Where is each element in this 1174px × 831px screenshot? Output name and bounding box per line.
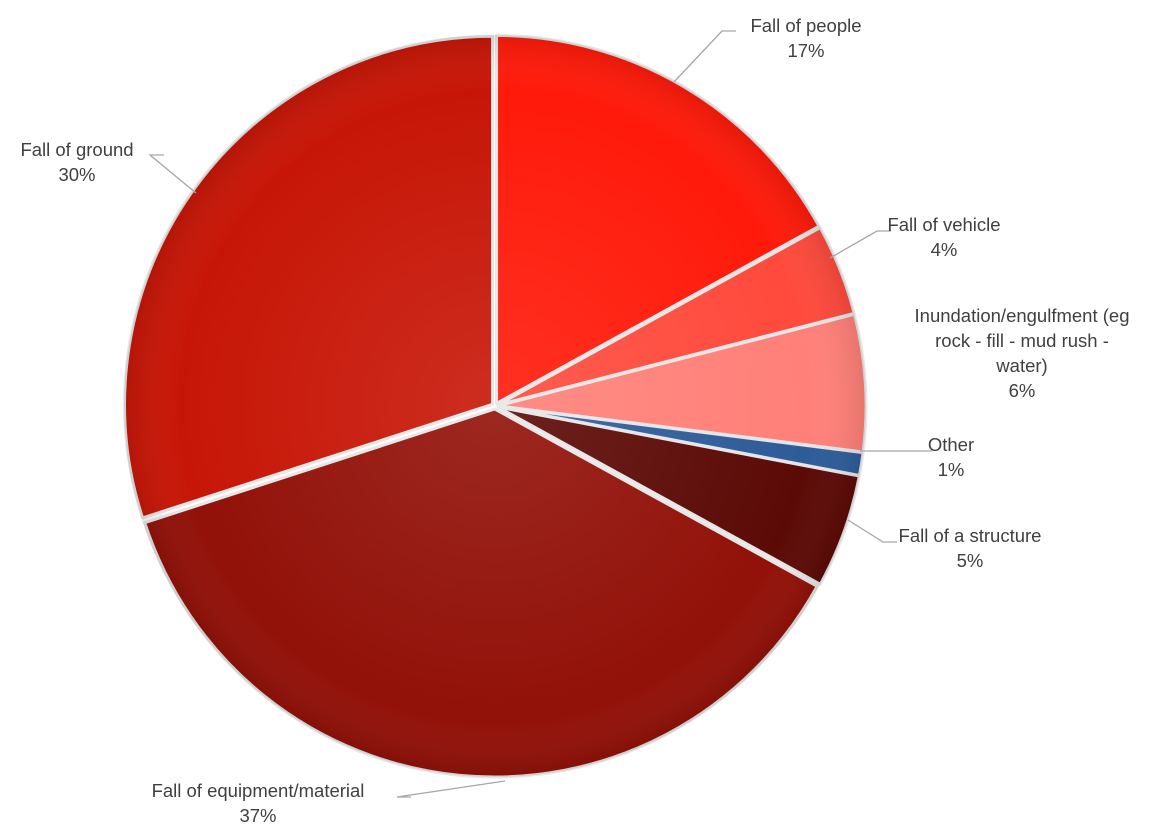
data-label-category: Fall of equipment/material [152, 780, 365, 801]
data-label-category: water) [995, 355, 1047, 376]
data-label-percent: 4% [931, 239, 958, 260]
data-label-fall-of-ground: Fall of ground 30% [20, 139, 133, 185]
leader-line-fall-of-people [673, 30, 736, 83]
data-label-category: Other [928, 434, 974, 455]
data-label-category: Inundation/engulfment (eg [915, 305, 1130, 326]
pie-slices [123, 33, 868, 779]
data-label-category: rock - fill - mud rush - [935, 330, 1109, 351]
leader-line-fall-of-equipment-material [396, 780, 506, 798]
leader-line-fall-of-vehicle [829, 230, 891, 259]
data-labels: Fall of people 17% Fall of vehicle 4% Inunda… [20, 15, 1129, 826]
leader-line-fall-of-ground [148, 154, 197, 194]
data-label-other: Other 1% [928, 434, 974, 480]
leader-line-fall-of-a-structure [847, 519, 897, 543]
data-label-fall-of-equipment-material: Fall of equipment/material 37% [152, 780, 365, 826]
data-label-category: Fall of people [750, 15, 861, 36]
data-label-percent: 5% [957, 550, 984, 571]
data-label-category: Fall of ground [20, 139, 133, 160]
data-label-category: Fall of a structure [899, 525, 1042, 546]
data-label-percent: 6% [1009, 380, 1036, 401]
data-label-percent: 37% [239, 805, 276, 826]
data-label-inundation-engulfment-eg-rock-fill-mud-rush-water: Inundation/engulfment (eg rock - fill - m… [915, 305, 1130, 401]
data-label-percent: 17% [787, 40, 824, 61]
data-label-fall-of-people: Fall of people 17% [750, 15, 861, 61]
data-label-percent: 1% [938, 459, 965, 480]
leader-lines [148, 30, 932, 798]
data-label-fall-of-a-structure: Fall of a structure 5% [899, 525, 1042, 571]
data-label-percent: 30% [58, 164, 95, 185]
data-label-fall-of-vehicle: Fall of vehicle 4% [887, 214, 1000, 260]
data-label-category: Fall of vehicle [887, 214, 1000, 235]
